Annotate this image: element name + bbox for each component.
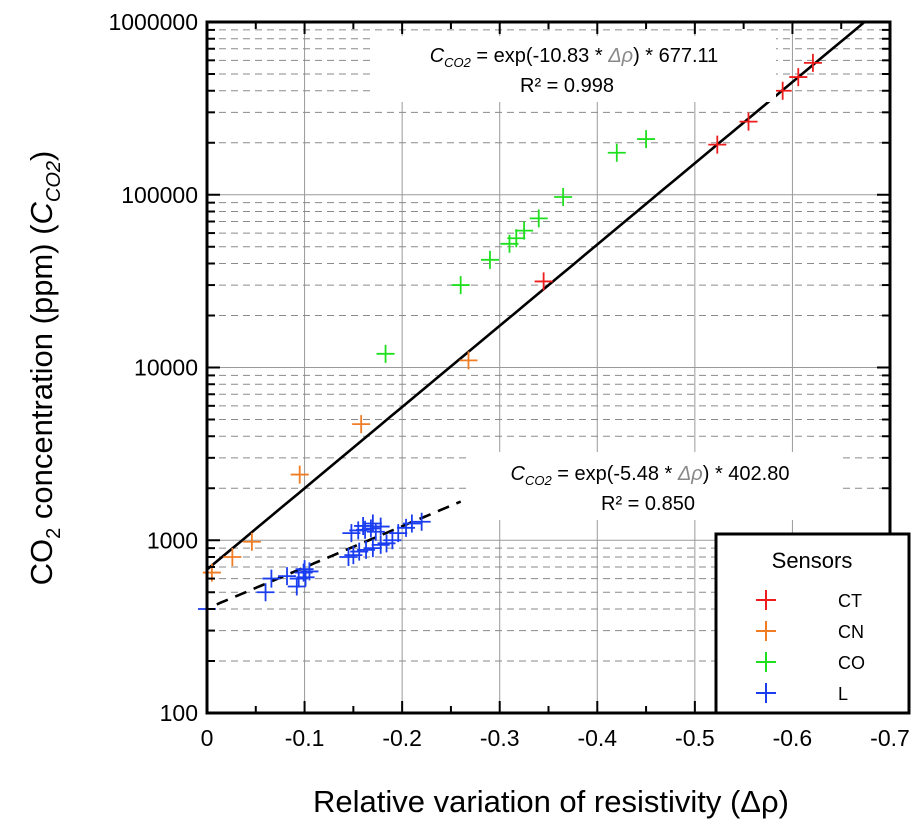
data-point-ct: [803, 53, 822, 72]
legend-label-co: CO: [838, 653, 865, 673]
equation-1-r2: R² = 0.998: [520, 75, 614, 97]
data-point-co: [554, 188, 573, 207]
data-point-co: [607, 143, 626, 162]
x-tick-label: -0.4: [577, 725, 617, 751]
data-point-l: [339, 547, 358, 566]
y-tick-label: 10000: [134, 355, 198, 381]
data-point-cn: [223, 547, 242, 566]
data-point-cn: [242, 532, 261, 551]
legend-label-ct: CT: [838, 591, 862, 611]
data-point-l: [361, 519, 380, 538]
data-point-co: [529, 209, 548, 228]
legend-label-l: L: [838, 684, 848, 704]
y-tick-label: 100000: [121, 182, 198, 208]
data-point-co: [480, 250, 499, 269]
data-point-co: [376, 344, 395, 363]
data-point-ct: [739, 112, 758, 131]
data-point-l: [402, 514, 421, 533]
fit-lines: [207, 22, 867, 606]
data-point-ct: [789, 68, 808, 87]
fit-line-1: [207, 22, 867, 571]
data-point-co: [451, 276, 470, 295]
x-tick-label: -0.7: [870, 725, 910, 751]
legend-title: Sensors: [772, 548, 853, 573]
x-tick-label: -0.1: [285, 725, 325, 751]
y-tick-label: 100: [160, 700, 198, 726]
legend-box: [714, 532, 911, 715]
data-point-cn: [459, 351, 478, 370]
legend-marker-l: [756, 683, 776, 703]
plot-frame: [205, 20, 892, 715]
data-point-l: [354, 516, 373, 535]
x-tick-labels: 0 -0.1 -0.2 -0.3 -0.4 -0.5 -0.6 -0.7: [201, 725, 910, 751]
x-tick-label: 0: [201, 725, 214, 751]
data-point-l: [412, 512, 431, 531]
y-axis-title: CO2 concentration (ppm) (CCO2): [24, 151, 65, 586]
x-tick-label: -0.3: [480, 725, 520, 751]
equation-2-r2: R² = 0.850: [601, 493, 695, 515]
data-point-co: [507, 229, 526, 248]
data-point-l: [300, 562, 319, 581]
data-point-cn: [290, 465, 309, 484]
data-point-co: [515, 221, 534, 240]
data-point-l: [295, 560, 314, 579]
data-points: [198, 53, 822, 618]
fit-line-2: [216, 500, 462, 606]
legend: Sensors CT CN CO L: [714, 532, 911, 715]
equation-1-background: [372, 36, 776, 102]
y-tick-label: 1000: [147, 527, 198, 553]
legend-label-cn: CN: [838, 622, 864, 642]
equation-1-formula: CCO2 = exp(-10.83 * Δρ) * 677.11: [430, 45, 719, 70]
data-point-l: [262, 569, 281, 588]
equation-2-formula: CCO2 = exp(-5.48 * Δρ) * 402.80: [511, 463, 790, 488]
x-tick-label: -0.2: [382, 725, 422, 751]
legend-entries: CT CN CO L: [756, 590, 865, 704]
data-point-l: [371, 517, 390, 536]
data-point-l: [363, 514, 382, 533]
data-point-ct: [773, 81, 792, 100]
x-axis-title: Relative variation of resistivity (Δρ): [313, 784, 789, 819]
y-tick-label: 1000000: [108, 9, 198, 35]
data-point-cn: [352, 415, 371, 434]
equation-2-background: [466, 452, 838, 520]
data-point-l: [363, 539, 382, 558]
x-tick-label: -0.5: [675, 725, 715, 751]
data-point-ct: [534, 272, 553, 291]
data-point-l: [256, 583, 275, 602]
legend-marker-co: [756, 652, 776, 672]
x-tick-label: -0.6: [773, 725, 813, 751]
y-tick-labels: 100 1000 10000 100000 1000000: [108, 9, 198, 726]
data-point-l: [278, 567, 297, 586]
legend-marker-cn: [756, 621, 776, 641]
data-point-l: [287, 577, 306, 596]
data-point-ct: [708, 135, 727, 154]
legend-marker-ct: [756, 590, 776, 610]
data-point-co: [637, 130, 656, 149]
